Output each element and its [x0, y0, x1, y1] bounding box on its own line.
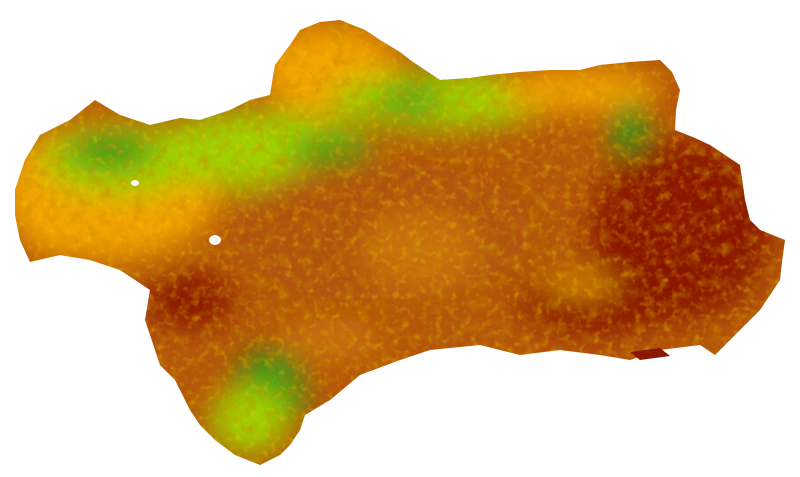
- water-gap: [131, 180, 139, 186]
- water-gap: [209, 235, 221, 245]
- coastal-fragment: [630, 348, 670, 360]
